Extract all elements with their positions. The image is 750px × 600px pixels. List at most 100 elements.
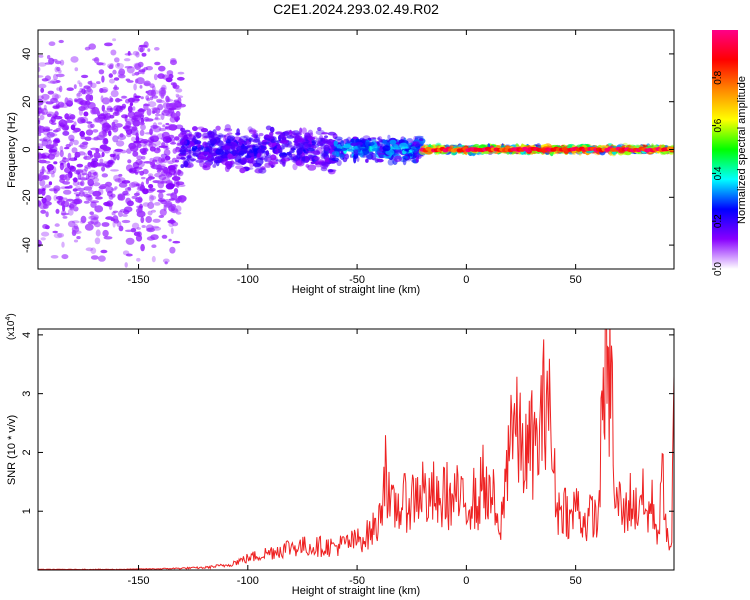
spectrogram-cell bbox=[366, 154, 372, 160]
spectrogram-cell bbox=[49, 170, 55, 175]
spectrogram-cell bbox=[54, 223, 60, 227]
spectrogram-cell bbox=[154, 113, 161, 117]
spectrogram-cell bbox=[201, 136, 208, 140]
spectrogram-cell bbox=[112, 153, 117, 161]
colorbar-bar bbox=[712, 30, 738, 269]
spectrogram-cell bbox=[294, 157, 299, 161]
spectrogram-cell bbox=[85, 94, 92, 102]
spectrogram-cell bbox=[288, 141, 293, 147]
spectrogram-cell bbox=[102, 97, 110, 105]
spectrogram-cell bbox=[247, 126, 253, 132]
spectrogram-cell bbox=[139, 170, 144, 176]
spectrogram-cell bbox=[304, 132, 311, 139]
spectrogram-cell bbox=[173, 188, 179, 194]
colorbar-tick-label: 0.8 bbox=[713, 70, 724, 84]
spectrogram-cell bbox=[59, 174, 65, 179]
spectrogram-cell bbox=[38, 105, 42, 111]
spectrogram-cell bbox=[141, 225, 146, 228]
spectrogram-cell bbox=[38, 120, 41, 125]
spectrogram-cell bbox=[51, 173, 55, 178]
spectrogram-cell bbox=[301, 127, 307, 135]
spectrogram-cell bbox=[362, 154, 368, 158]
spectrogram-cell bbox=[126, 148, 132, 154]
spectrogram-cell bbox=[143, 67, 148, 71]
spectrogram-cell bbox=[83, 111, 89, 117]
spectrogram-cell bbox=[379, 154, 384, 158]
spectrogram-cell bbox=[84, 46, 91, 51]
spectrogram-cell bbox=[659, 150, 667, 156]
spectrogram-cell bbox=[93, 171, 99, 179]
spectrogram-cell bbox=[339, 153, 345, 159]
spectrogram-cell bbox=[110, 218, 116, 222]
colorbar-tick-label: 0.6 bbox=[713, 118, 724, 132]
spectrogram-cell bbox=[94, 205, 104, 213]
spectrogram-cell bbox=[83, 186, 93, 191]
spectrogram-cell bbox=[38, 66, 41, 73]
spectrogram-cell bbox=[360, 148, 366, 151]
spectrogram-cell bbox=[81, 141, 89, 146]
spectrogram-cell bbox=[38, 83, 47, 89]
spectrogram-cell bbox=[327, 131, 337, 136]
spectrogram-cell bbox=[59, 118, 65, 126]
spectrogram-cell bbox=[73, 206, 79, 212]
spectrogram-cell bbox=[306, 147, 315, 152]
colorbar-tick-label: 0.0 bbox=[713, 262, 724, 276]
spectrogram-cell bbox=[131, 126, 138, 131]
spectrogram-cell bbox=[169, 198, 176, 201]
spectrogram-cell bbox=[197, 146, 204, 151]
spectrogram-cell bbox=[40, 237, 46, 241]
spectrogram-cell bbox=[39, 169, 47, 173]
spectrogram-cell bbox=[118, 194, 126, 201]
spectrogram-cell bbox=[409, 142, 413, 148]
spectrogram-cell bbox=[125, 237, 135, 245]
spectrogram-cell bbox=[92, 58, 99, 62]
spectrogram-cell bbox=[216, 140, 224, 147]
spectrogram-cell bbox=[41, 231, 50, 237]
spectrogram-cell bbox=[265, 125, 272, 131]
spectrogram-cell bbox=[62, 130, 70, 136]
spectrogram-cell bbox=[38, 125, 42, 129]
spectrogram-cell bbox=[175, 93, 180, 97]
spectrogram-cell bbox=[131, 136, 136, 142]
spectrogram-cell bbox=[102, 146, 112, 151]
spectrogram-cell bbox=[296, 160, 305, 167]
spectrogram-cell bbox=[263, 153, 269, 158]
spectrogram-cell bbox=[135, 135, 140, 143]
spectrogram-cell bbox=[53, 195, 58, 201]
spectrogram-cell bbox=[186, 152, 193, 160]
spectrogram-cell bbox=[131, 73, 135, 77]
spectrogram-cell bbox=[73, 239, 79, 243]
spectrogram-cell bbox=[127, 118, 134, 125]
spectrogram-cell bbox=[97, 162, 105, 167]
spectrogram-cell bbox=[52, 114, 58, 118]
spectrogram-cell bbox=[62, 189, 72, 195]
x-tick-label: -50 bbox=[349, 575, 365, 587]
spectrogram-cell bbox=[94, 237, 101, 245]
spectrogram-cell bbox=[84, 164, 92, 169]
spectrogram-cell bbox=[205, 145, 212, 152]
spectrogram-cell bbox=[316, 142, 324, 147]
spectrogram-cell bbox=[158, 157, 162, 163]
spectrogram-cell bbox=[55, 73, 65, 78]
spectrogram-cell bbox=[151, 225, 160, 229]
spectrogram-cell bbox=[296, 148, 303, 155]
spectrogram-cell bbox=[125, 253, 133, 257]
spectrogram-cell bbox=[160, 180, 168, 184]
spectrogram-cell bbox=[288, 152, 293, 157]
spectrogram-x-label: Height of straight line (km) bbox=[292, 284, 420, 296]
spectrogram-cell bbox=[143, 103, 149, 111]
spectrogram-cell bbox=[166, 70, 174, 76]
spectrogram-cell bbox=[370, 137, 377, 140]
spectrogram-cell bbox=[300, 157, 306, 164]
spectrogram-cell bbox=[118, 68, 126, 76]
spectrogram-cell bbox=[69, 165, 77, 172]
spectrogram-cell bbox=[342, 144, 351, 149]
spectrogram-cell bbox=[129, 102, 134, 107]
y-tick-label: 2 bbox=[21, 449, 33, 455]
spectrogram-cell bbox=[211, 133, 219, 139]
spectrogram-cell bbox=[133, 169, 141, 174]
spectrogram-cell bbox=[64, 173, 71, 181]
spectrogram-cell bbox=[145, 216, 152, 223]
spectrogram-cell bbox=[165, 113, 173, 117]
spectrogram-cell bbox=[131, 222, 140, 230]
